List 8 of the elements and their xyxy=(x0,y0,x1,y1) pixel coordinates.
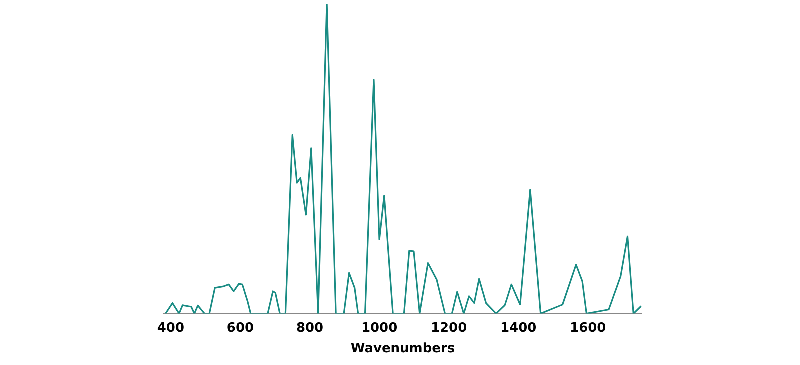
x-tick-label: 800 xyxy=(296,320,324,336)
x-tick-label: 1200 xyxy=(430,320,468,336)
x-tick-label: 1600 xyxy=(570,320,606,336)
x-tick-label: 1400 xyxy=(500,320,537,336)
x-tick-label: 1000 xyxy=(361,320,398,336)
x-axis-title: Wavenumbers xyxy=(350,342,456,357)
x-tick-label: 600 xyxy=(226,320,254,336)
x-tick-label: 400 xyxy=(157,320,185,336)
